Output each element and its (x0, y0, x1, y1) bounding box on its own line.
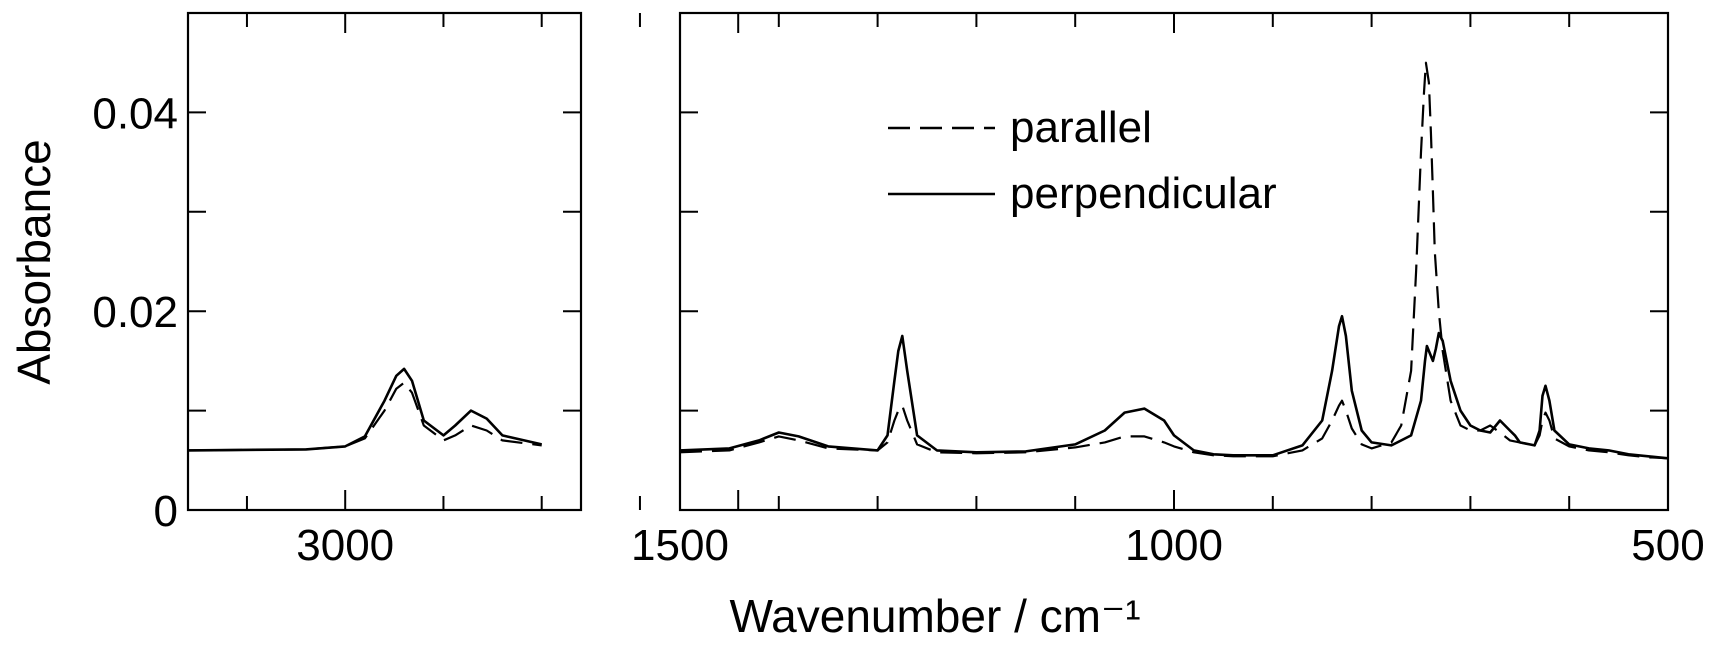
plot-frame (186, 11, 583, 512)
x-tick-label: 1000 (1125, 521, 1223, 570)
y-tick-label: 0 (154, 487, 178, 536)
x-axis-label: Wavenumber / cm⁻¹ (729, 590, 1140, 642)
series-line-parallel (187, 381, 542, 452)
x-tick-label: 3000 (296, 521, 394, 570)
legend: parallel perpendicular (888, 103, 1277, 218)
series-line-parallel (679, 61, 1669, 460)
series-line-perpendicular (187, 367, 542, 452)
left-panel: 3000 0 0.02 0.04 (92, 11, 740, 570)
right-panel: 1500 1000 500 (631, 11, 1705, 570)
legend-label-perpendicular: perpendicular (1010, 169, 1277, 218)
series-line-perpendicular (679, 314, 1669, 460)
y-tick-label: 0.02 (92, 288, 178, 337)
legend-label-parallel: parallel (1010, 103, 1152, 152)
y-tick-label: 0.04 (92, 89, 178, 138)
y-axis-label: Absorbance (8, 139, 60, 385)
x-tick-label: 1500 (631, 521, 729, 570)
x-tick-label: 500 (1631, 521, 1704, 570)
axis-labels: Absorbance Wavenumber / cm⁻¹ (8, 139, 1141, 642)
